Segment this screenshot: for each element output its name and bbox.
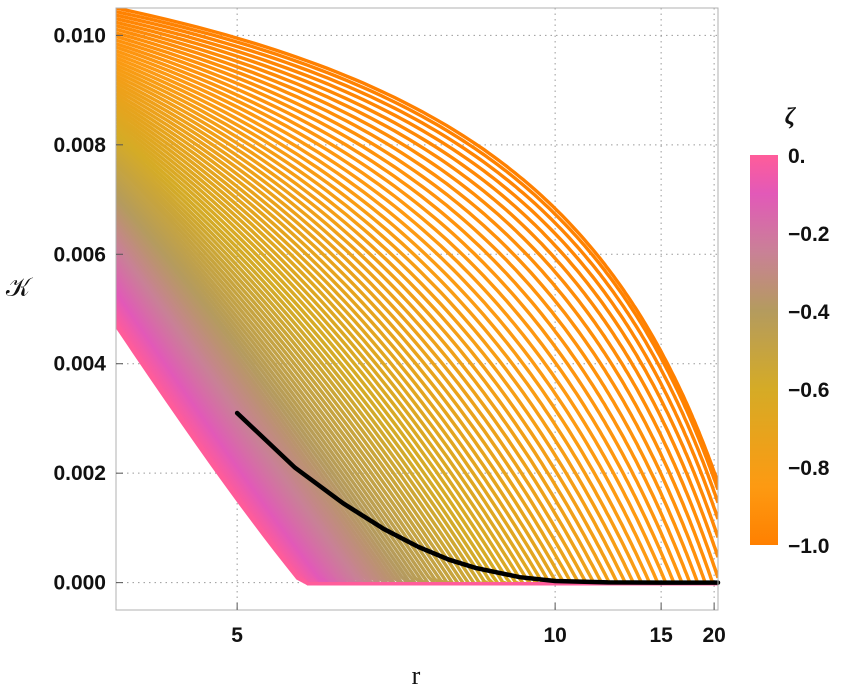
family-curve-8 bbox=[116, 34, 718, 586]
x-tick-label-2: 15 bbox=[649, 624, 673, 647]
family-curve-4 bbox=[116, 20, 718, 538]
family-curve-5 bbox=[116, 24, 718, 558]
family-curve-2 bbox=[116, 13, 718, 504]
y-tick-label-0: 0.000 bbox=[53, 572, 106, 595]
family-curve-9 bbox=[116, 38, 718, 586]
family-curve-3 bbox=[116, 17, 718, 520]
family-curve-6 bbox=[116, 27, 718, 579]
colorbar-tick-label-3: −0.6 bbox=[788, 379, 829, 402]
y-tick-label-3: 0.006 bbox=[53, 243, 106, 266]
highlight-series-line bbox=[234, 410, 721, 585]
x-tick-label-3: 20 bbox=[702, 624, 725, 647]
family-curve-1 bbox=[116, 9, 718, 491]
y-tick-label-5: 0.010 bbox=[53, 24, 106, 47]
y-tick-label-1: 0.002 bbox=[53, 462, 106, 485]
colorbar-tick-label-0: 0. bbox=[788, 145, 806, 168]
y-axis-title: 𝒦 bbox=[6, 273, 34, 302]
colorbar: ζ 0. −0.2 −0.4 −0.6 −0.8 −1.0 bbox=[750, 104, 830, 558]
colorbar-tick-label-4: −0.8 bbox=[788, 457, 830, 480]
y-tick-label-4: 0.008 bbox=[53, 134, 106, 157]
y-tick-label-2: 0.004 bbox=[53, 353, 106, 376]
colorbar-tick-label-2: −0.4 bbox=[788, 301, 830, 324]
family-curve-7 bbox=[116, 31, 718, 586]
axis-ticks: 5 10 15 20 0.000 0.002 0.004 0.006 0.008 0.010 bbox=[53, 24, 725, 647]
curve-family bbox=[116, 8, 718, 586]
family-curve-0 bbox=[116, 8, 718, 484]
x-tick-label-0: 5 bbox=[231, 624, 243, 647]
x-tick-label-1: 10 bbox=[543, 624, 566, 647]
x-axis-title: r bbox=[412, 661, 421, 690]
colorbar-gradient bbox=[750, 155, 778, 545]
colorbar-tick-label-5: −1.0 bbox=[788, 535, 829, 558]
plot-frame bbox=[115, 7, 719, 611]
colorbar-tick-label-1: −0.2 bbox=[788, 223, 829, 246]
colorbar-title: ζ bbox=[785, 104, 797, 130]
